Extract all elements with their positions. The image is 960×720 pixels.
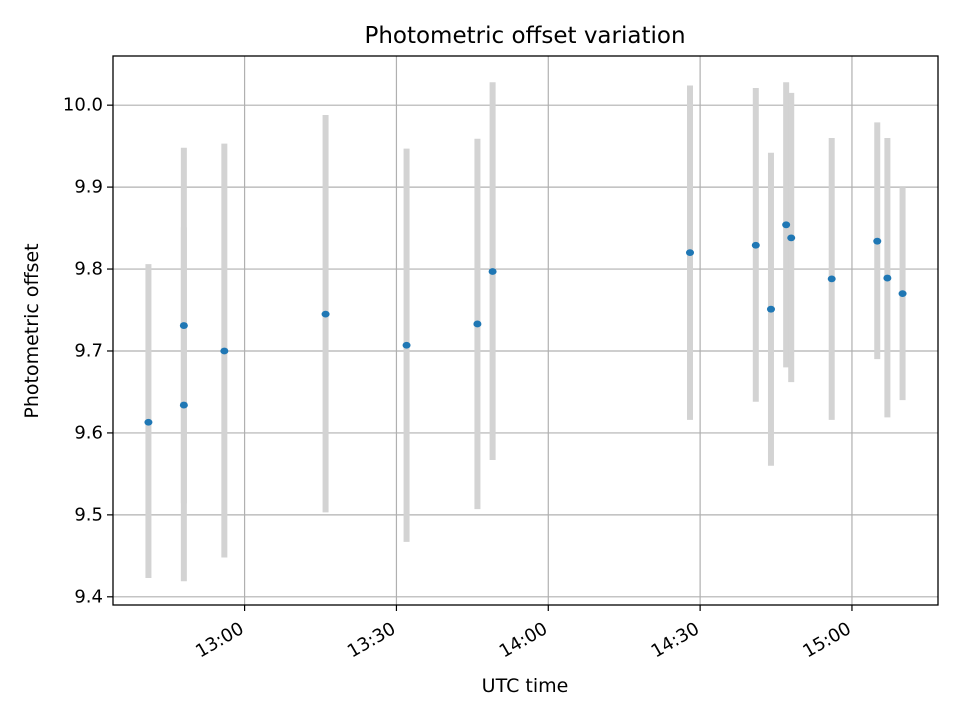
errorbar-layer: [145, 82, 906, 582]
point-layer: [144, 221, 907, 426]
grid-lines: [113, 56, 938, 605]
y-tick-label: 9.7: [74, 340, 103, 361]
data-point: [402, 341, 411, 349]
x-axis-label: UTC time: [482, 675, 569, 697]
chart-title: Photometric offset variation: [364, 23, 685, 49]
y-axis-label: Photometric offset: [21, 243, 43, 418]
data-point: [144, 418, 153, 426]
data-point: [883, 274, 892, 282]
x-tick-label: 15:00: [799, 618, 854, 662]
data-point: [787, 234, 796, 242]
data-point: [751, 241, 760, 249]
data-point: [179, 322, 188, 329]
x-tick-label: 13:30: [344, 618, 399, 662]
data-point: [488, 268, 497, 275]
y-tick-label: 9.9: [74, 177, 103, 198]
data-point: [766, 305, 775, 313]
data-point: [827, 275, 836, 283]
data-point: [321, 310, 330, 318]
x-tick-label: 14:30: [648, 618, 703, 662]
data-point: [898, 290, 907, 298]
data-point: [179, 401, 188, 409]
x-tick-label: 13:00: [192, 618, 247, 662]
plot-frame: [112, 55, 939, 606]
x-axis-ticks: 13:00 13:30 14:00 14:30 15:00: [192, 605, 855, 662]
data-point: [220, 347, 229, 355]
y-tick-label: 10.0: [63, 95, 103, 116]
data-point: [685, 249, 694, 257]
data-point: [473, 320, 482, 328]
y-tick-label: 9.6: [74, 422, 103, 443]
data-point: [873, 237, 882, 245]
y-tick-label: 9.5: [74, 504, 103, 525]
x-tick-label: 14:00: [496, 618, 551, 662]
y-tick-label: 9.4: [74, 586, 103, 607]
y-tick-label: 9.8: [74, 259, 103, 280]
data-point: [782, 221, 791, 229]
y-axis-ticks: 9.4 9.5 9.6 9.7 9.8 9.9 10.0: [63, 95, 113, 607]
